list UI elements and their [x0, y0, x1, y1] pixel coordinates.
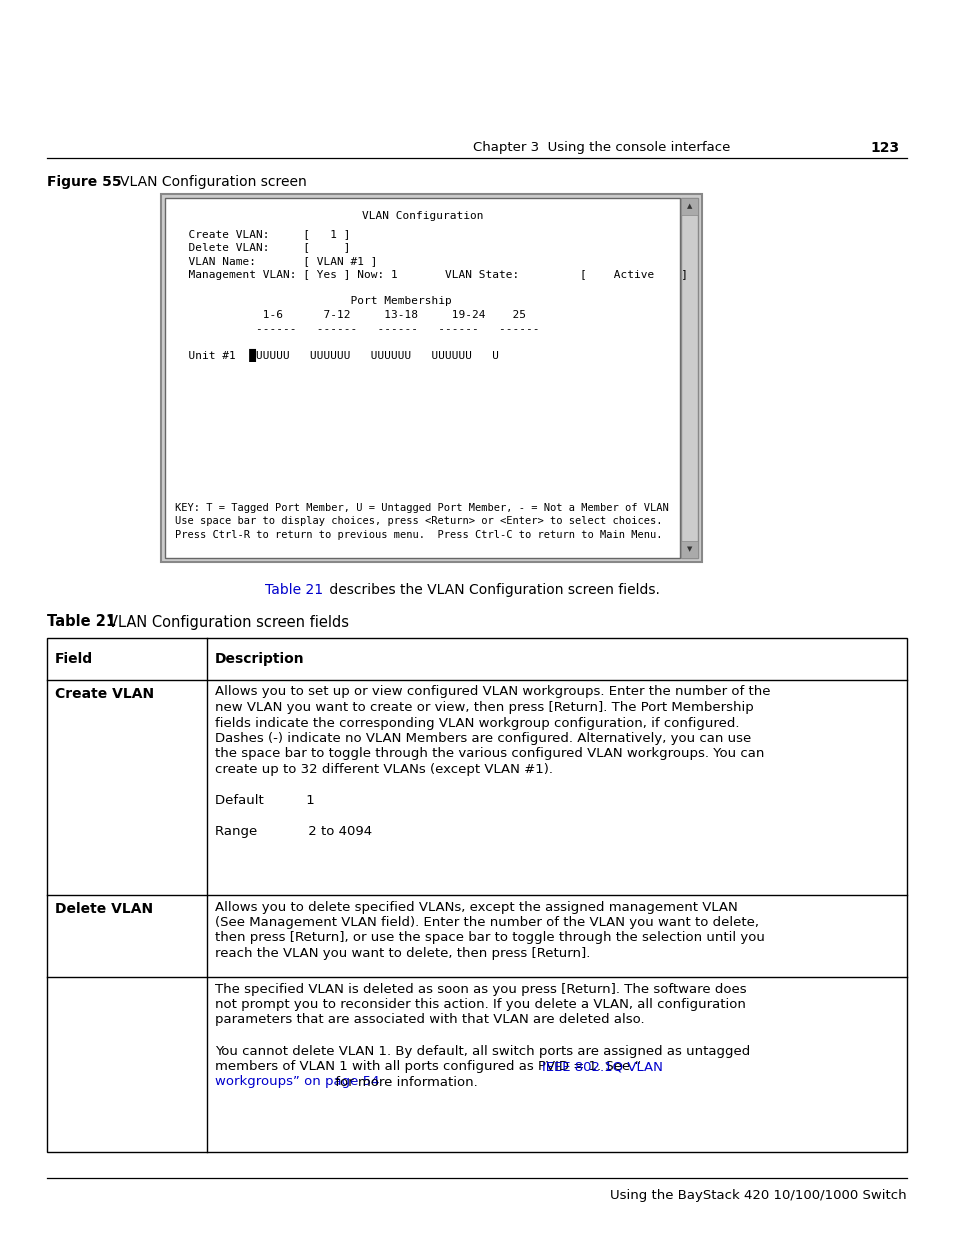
Bar	[680, 541, 698, 558]
Text: Allows you to set up or view configured VLAN workgroups. Enter the number of the: Allows you to set up or view configured …	[214, 685, 770, 699]
Text: new VLAN you want to create or view, then press [Return]. The Port Membership: new VLAN you want to create or view, the…	[214, 701, 753, 714]
Bar	[165, 198, 679, 558]
Text: You cannot delete VLAN 1. By default, all switch ports are assigned as untagged: You cannot delete VLAN 1. By default, al…	[214, 1045, 749, 1057]
Bar	[680, 198, 698, 558]
Text: Create VLAN: Create VLAN	[55, 687, 154, 701]
Text: (See Management VLAN field). Enter the number of the VLAN you want to delete,: (See Management VLAN field). Enter the n…	[214, 916, 759, 929]
Text: describes the VLAN Configuration screen fields.: describes the VLAN Configuration screen …	[325, 583, 659, 597]
Text: Press Ctrl-R to return to previous menu.  Press Ctrl-C to return to Main Menu.: Press Ctrl-R to return to previous menu.…	[174, 530, 661, 540]
Text: parameters that are associated with that VLAN are deleted also.: parameters that are associated with that…	[214, 1014, 644, 1026]
Bar	[680, 198, 698, 215]
Text: VLAN Name:       [ VLAN #1 ]: VLAN Name: [ VLAN #1 ]	[174, 256, 377, 266]
Text: Default          1: Default 1	[214, 794, 314, 806]
Text: Delete VLAN: Delete VLAN	[55, 902, 153, 916]
Text: 123: 123	[870, 141, 899, 156]
Text: Management VLAN: [ Yes ] Now: 1       VLAN State:         [    Active    ]: Management VLAN: [ Yes ] Now: 1 VLAN Sta…	[174, 269, 687, 279]
Text: Port Membership: Port Membership	[174, 296, 452, 306]
Text: Chapter 3  Using the console interface: Chapter 3 Using the console interface	[472, 142, 729, 154]
Text: Use space bar to display choices, press <Return> or <Enter> to select choices.: Use space bar to display choices, press …	[174, 516, 661, 526]
Text: Create VLAN:     [   1 ]: Create VLAN: [ 1 ]	[174, 228, 350, 240]
Text: Unit #1  █UUUUU   UUUUUU   UUUUUU   UUUUUU   U: Unit #1 █UUUUU UUUUUU UUUUUU UUUUUU U	[174, 350, 498, 362]
Text: ▲: ▲	[686, 204, 692, 210]
Text: for more information.: for more information.	[331, 1076, 477, 1088]
Text: then press [Return], or use the space bar to toggle through the selection until : then press [Return], or use the space ba…	[214, 931, 764, 945]
Text: Table 21: Table 21	[265, 583, 323, 597]
Text: members of VLAN 1 with all ports configured as PVID = 1. See “: members of VLAN 1 with all ports configu…	[214, 1060, 640, 1073]
Text: IEEE 802.1Q VLAN: IEEE 802.1Q VLAN	[542, 1060, 662, 1073]
Text: workgroups” on page 54: workgroups” on page 54	[214, 1076, 379, 1088]
Text: 1-6      7-12     13-18     19-24    25: 1-6 7-12 13-18 19-24 25	[174, 310, 525, 320]
Text: KEY: T = Tagged Port Member, U = Untagged Port Member, - = Not a Member of VLAN: KEY: T = Tagged Port Member, U = Untagge…	[174, 503, 668, 513]
Text: create up to 32 different VLANs (except VLAN #1).: create up to 32 different VLANs (except …	[214, 763, 553, 776]
Text: VLAN Configuration screen: VLAN Configuration screen	[120, 175, 307, 189]
Text: ▼: ▼	[686, 547, 692, 552]
Text: not prompt you to reconsider this action. If you delete a VLAN, all configuratio: not prompt you to reconsider this action…	[214, 998, 745, 1011]
Text: reach the VLAN you want to delete, then press [Return].: reach the VLAN you want to delete, then …	[214, 947, 590, 960]
Text: Table 21: Table 21	[47, 615, 116, 630]
Text: Figure 55: Figure 55	[47, 175, 121, 189]
Text: Range            2 to 4094: Range 2 to 4094	[214, 825, 372, 839]
Text: Field: Field	[55, 652, 93, 666]
Bar	[161, 194, 701, 562]
Text: fields indicate the corresponding VLAN workgroup configuration, if configured.: fields indicate the corresponding VLAN w…	[214, 716, 739, 730]
Bar	[47, 638, 906, 1152]
Text: Delete VLAN:     [     ]: Delete VLAN: [ ]	[174, 242, 350, 252]
Text: ------   ------   ------   ------   ------: ------ ------ ------ ------ ------	[174, 324, 539, 333]
Text: Using the BayStack 420 10/100/1000 Switch: Using the BayStack 420 10/100/1000 Switc…	[610, 1189, 906, 1203]
Text: the space bar to toggle through the various configured VLAN workgroups. You can: the space bar to toggle through the vari…	[214, 747, 763, 761]
Text: Description: Description	[214, 652, 304, 666]
Text: The specified VLAN is deleted as soon as you press [Return]. The software does: The specified VLAN is deleted as soon as…	[214, 983, 746, 995]
Text: VLAN Configuration: VLAN Configuration	[361, 211, 483, 221]
Text: Dashes (-) indicate no VLAN Members are configured. Alternatively, you can use: Dashes (-) indicate no VLAN Members are …	[214, 732, 750, 745]
Text: Allows you to delete specified VLANs, except the assigned management VLAN: Allows you to delete specified VLANs, ex…	[214, 900, 737, 914]
Text: VLAN Configuration screen fields: VLAN Configuration screen fields	[108, 615, 349, 630]
